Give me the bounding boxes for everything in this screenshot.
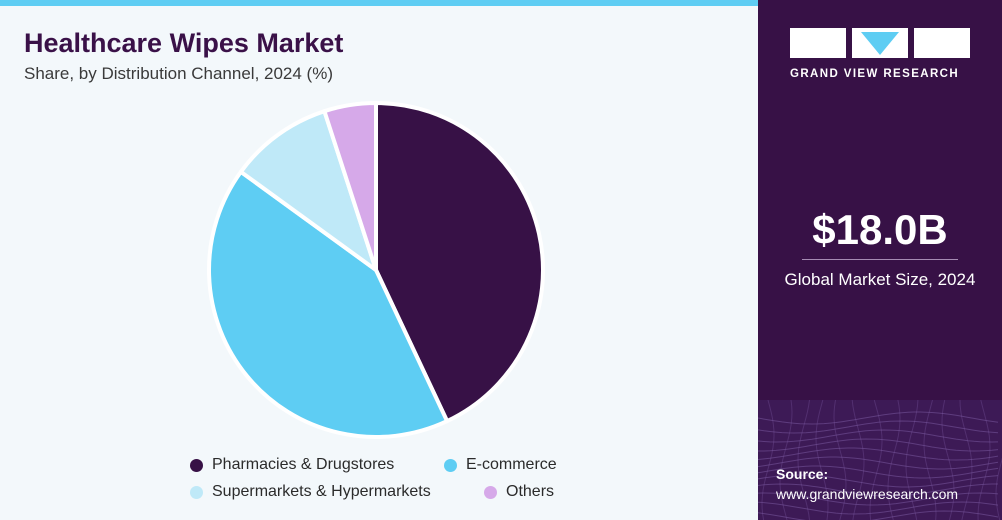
pie-slice-e-commerce <box>207 169 450 439</box>
mesh-line <box>815 400 829 520</box>
pie-slice-pharmacies-drugstores <box>374 101 545 424</box>
market-size-label: Global Market Size, 2024 <box>784 270 976 289</box>
mesh-line <box>761 400 775 520</box>
market-size-value: $18.0B <box>812 206 948 253</box>
mesh-line <box>779 400 793 520</box>
legend-item-pharmacies: Pharmacies & Drugstores <box>190 456 394 474</box>
divider <box>802 259 958 260</box>
mesh-line <box>758 456 999 470</box>
mesh-line <box>851 400 865 520</box>
mesh-line <box>758 501 999 515</box>
logo-triangle-icon <box>852 28 908 58</box>
mesh-line <box>758 465 999 479</box>
legend-swatch-others <box>484 485 497 499</box>
chart-panel: Healthcare Wipes Market Share, by Distri… <box>0 0 758 520</box>
logo-block-right <box>914 28 970 58</box>
mesh-line <box>923 400 937 520</box>
legend-item-others: Others <box>484 483 554 501</box>
chart-title: Healthcare Wipes Market <box>24 28 344 58</box>
decorative-mesh <box>758 400 1002 520</box>
legend-item-ecommerce: E-commerce <box>444 456 557 474</box>
mesh-line <box>977 400 991 520</box>
mesh-line <box>758 474 999 488</box>
pie-slice-supermarkets-hypermarkets <box>238 109 378 272</box>
legend-label-others: Others <box>506 483 555 500</box>
mesh-line <box>797 400 810 520</box>
mesh-line <box>758 492 999 506</box>
mesh-line <box>758 411 999 425</box>
mesh-line <box>869 400 883 520</box>
mesh-line <box>758 447 999 461</box>
mesh-line <box>758 420 999 434</box>
legend-label-supermarkets: Supermarkets & Hypermarkets <box>212 483 431 500</box>
mesh-line <box>905 400 919 520</box>
legend-label-pharmacies: Pharmacies & Drugstores <box>212 456 395 473</box>
pie-chart <box>207 101 545 439</box>
source-url[interactable]: www.grandviewresearch.com <box>776 486 959 502</box>
mesh-line <box>959 400 973 520</box>
summary-panel: GRAND VIEW RESEARCH $18.0B Global Market… <box>758 0 1002 520</box>
legend-swatch-pharmacies <box>190 458 203 472</box>
mesh-line <box>758 510 999 520</box>
brand-name: GRAND VIEW RESEARCH <box>790 68 960 80</box>
chart-subtitle: Share, by Distribution Channel, 2024 (%) <box>24 64 333 83</box>
mesh-line <box>833 400 847 520</box>
source-label: Source: <box>776 466 829 482</box>
legend-label-ecommerce: E-commerce <box>466 456 557 473</box>
accent-bar <box>0 0 758 6</box>
legend-item-supermarkets: Supermarkets & Hypermarkets <box>190 483 431 501</box>
gvr-logo-icon: GRAND VIEW RESEARCH <box>790 28 970 80</box>
mesh-line <box>758 483 998 497</box>
mesh-line <box>941 400 955 520</box>
legend-swatch-ecommerce <box>444 458 457 472</box>
mesh-line <box>887 400 901 520</box>
pie-slice-others <box>322 101 378 272</box>
mesh-line <box>758 438 999 452</box>
logo-block-left <box>790 28 846 58</box>
mesh-line <box>758 429 999 443</box>
legend-swatch-supermarkets <box>190 485 203 499</box>
